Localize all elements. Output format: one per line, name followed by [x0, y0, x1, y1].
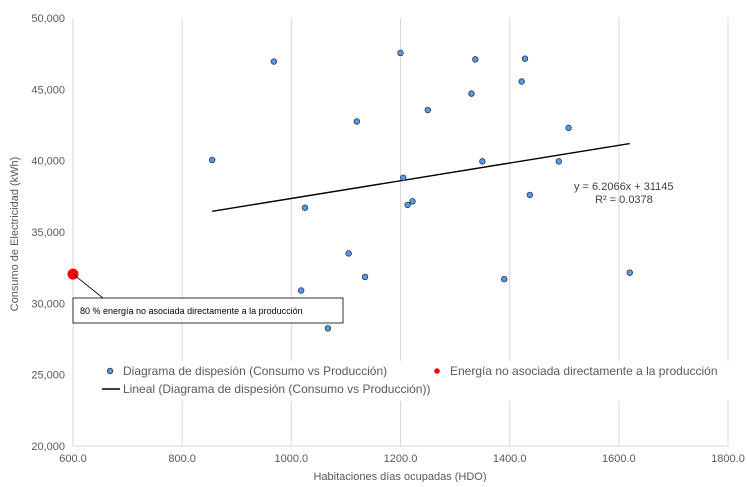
scatter-point: [409, 198, 416, 205]
x-axis-title: Habitaciones días ocupadas (HDO): [313, 471, 486, 482]
y-tick-label: 25,000: [31, 370, 65, 382]
scatter-point: [501, 275, 508, 283]
x-tick-label: 1200.0: [384, 453, 418, 465]
gridlines: [72, 18, 729, 446]
y-tick-label: 40,000: [31, 156, 65, 168]
y-axis-title: Consumo de Electricidad (kWh): [9, 157, 21, 312]
x-tick-label: 1400.0: [493, 453, 527, 465]
scatter-point: [424, 106, 431, 114]
x-tick-label: 1800.0: [711, 453, 745, 465]
scatter-point: [400, 174, 407, 181]
legend-label-trendline: Lineal (Diagrama de dispesión (Consumo v…: [123, 382, 430, 396]
trendline-r-squared: R² = 0.0378: [595, 194, 653, 206]
y-tick-label: 45,000: [31, 84, 65, 96]
scatter-point: [518, 78, 525, 85]
scatter-point: [565, 124, 572, 132]
scatter-point: [208, 156, 216, 164]
axes: 600.0 800.0 1000.0 1200.0 1400.0 1600.0 1800.0…: [31, 13, 744, 465]
scatter-point: [468, 90, 475, 97]
trendline: [212, 142, 630, 212]
y-tick-label: 50,000: [31, 13, 65, 25]
scatter-point: [526, 191, 534, 199]
legend-label-highlight: Energía no asociada directamente a la pr…: [450, 364, 718, 378]
legend-background: [92, 361, 732, 401]
callout-text: 80 % energía no asociada directamente a …: [80, 306, 303, 316]
scatter-point: [270, 58, 278, 65]
callout-leader-line: [72, 273, 104, 299]
scatter-point: [397, 49, 404, 57]
callout-box: [72, 297, 344, 324]
annotations: 80 % energía no asociada directamente a …: [72, 273, 344, 324]
y-tick-label: 20,000: [31, 441, 65, 453]
scatter-point: [361, 273, 369, 281]
scatter-point: [479, 158, 486, 165]
scatter-point: [626, 269, 633, 276]
scatter-point: [521, 55, 529, 62]
data-points: [67, 49, 633, 332]
scatter-point: [345, 250, 352, 257]
trendline-group: [212, 142, 630, 212]
legend: Diagrama de dispesión (Consumo vs Produc…: [92, 361, 732, 401]
y-tick-label: 35,000: [31, 227, 65, 239]
x-tick-label: 1000.0: [275, 453, 309, 465]
legend-marker-scatter: [106, 367, 114, 375]
scatter-point: [297, 287, 305, 294]
scatter-point: [404, 201, 411, 209]
scatter-point: [301, 204, 309, 211]
y-tick-label: 30,000: [31, 298, 65, 310]
legend-label-scatter: Diagrama de dispesión (Consumo vs Produc…: [123, 364, 387, 378]
scatter-point: [555, 158, 562, 165]
scatter-point: [472, 56, 479, 63]
x-tick-label: 1600.0: [602, 453, 636, 465]
x-tick-label: 800.0: [168, 453, 196, 465]
trendline-equation: y = 6.2066x + 31145: [574, 181, 674, 193]
scatter-point: [353, 118, 361, 125]
legend-marker-highlight: [434, 368, 440, 374]
scatter-point: [324, 325, 332, 332]
x-tick-label: 600.0: [59, 453, 87, 465]
